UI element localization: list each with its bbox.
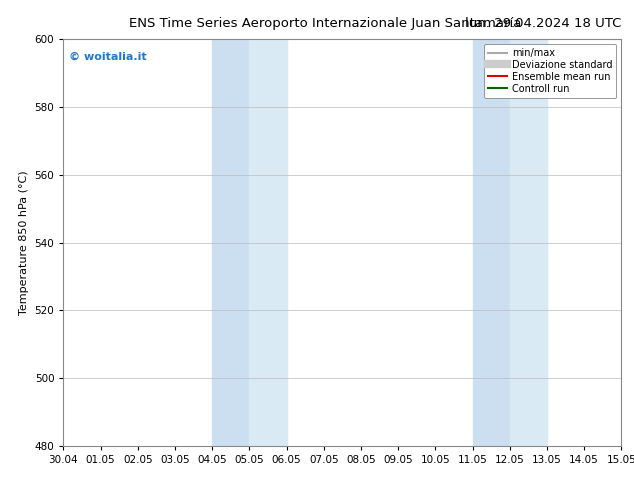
Bar (212, 39, 249, 446)
Bar (249, 39, 287, 446)
Y-axis label: Temperature 850 hPa (°C): Temperature 850 hPa (°C) (19, 170, 29, 315)
Text: lun. 29.04.2024 18 UTC: lun. 29.04.2024 18 UTC (465, 17, 621, 30)
Bar (510, 39, 547, 446)
Legend: min/max, Deviazione standard, Ensemble mean run, Controll run: min/max, Deviazione standard, Ensemble m… (484, 44, 616, 98)
Text: ENS Time Series Aeroporto Internazionale Juan Santamaría: ENS Time Series Aeroporto Internazionale… (129, 17, 522, 30)
Bar (472, 39, 510, 446)
Text: © woitalia.it: © woitalia.it (69, 51, 146, 61)
